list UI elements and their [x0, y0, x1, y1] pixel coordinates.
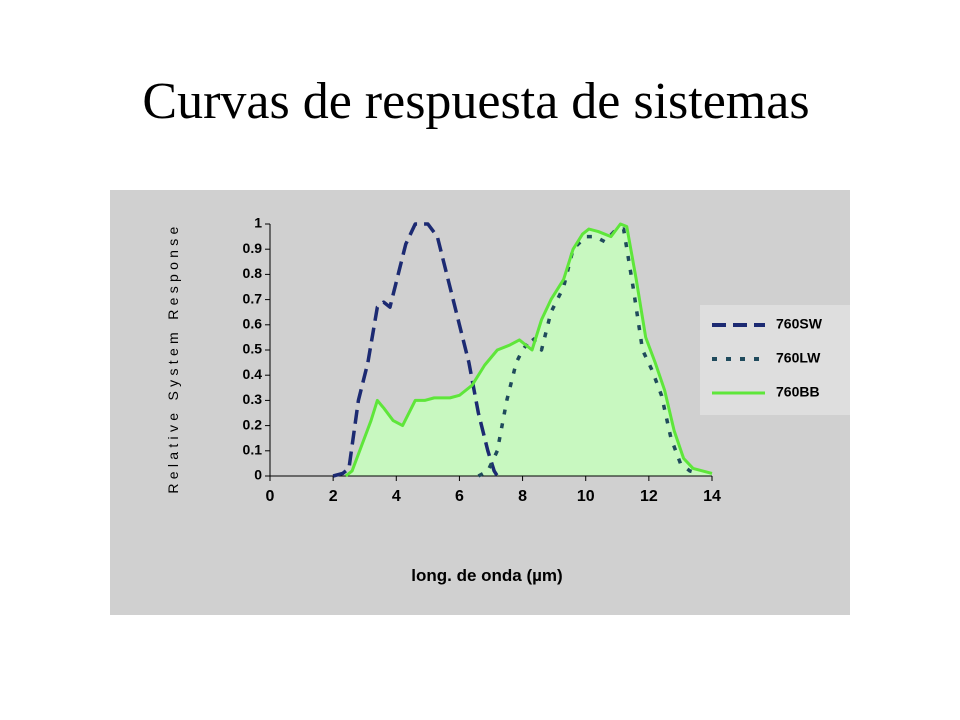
x-tick-label: 0: [266, 488, 275, 505]
y-tick-label: 0.1: [243, 442, 263, 458]
legend-box: [700, 305, 850, 415]
y-tick-label: 0.9: [243, 240, 263, 256]
y-axis-label: Relative System Response: [165, 222, 181, 493]
y-tick-label: 0.2: [243, 416, 263, 432]
x-tick-label: 4: [392, 488, 401, 505]
x-tick-label: 10: [577, 488, 595, 505]
slide-title: Curvas de respuesta de sistemas: [142, 73, 809, 130]
legend-label: 760LW: [776, 350, 821, 366]
y-tick-label: 0.5: [243, 341, 263, 357]
series-line: [477, 227, 700, 478]
x-tick-label: 8: [518, 488, 527, 505]
x-tick-label: 14: [703, 488, 721, 505]
x-tick-label: 12: [640, 488, 658, 505]
series-line: [344, 222, 713, 478]
y-tick-label: 0.4: [243, 366, 263, 382]
x-tick-label: 2: [329, 488, 338, 505]
y-tick-label: 0.3: [243, 391, 263, 407]
y-tick-label: 0.6: [243, 316, 263, 332]
x-axis-label: long. de onda (µm): [411, 566, 562, 585]
x-tick-label: 6: [455, 488, 464, 505]
legend-label: 760BB: [776, 384, 820, 400]
area-fill: [345, 224, 712, 476]
y-tick-label: 0: [254, 467, 262, 483]
y-tick-label: 0.8: [243, 265, 263, 281]
legend-label: 760SW: [776, 316, 823, 332]
y-tick-label: 1: [254, 215, 262, 231]
y-tick-label: 0.7: [243, 290, 263, 306]
series-line: [332, 222, 499, 478]
